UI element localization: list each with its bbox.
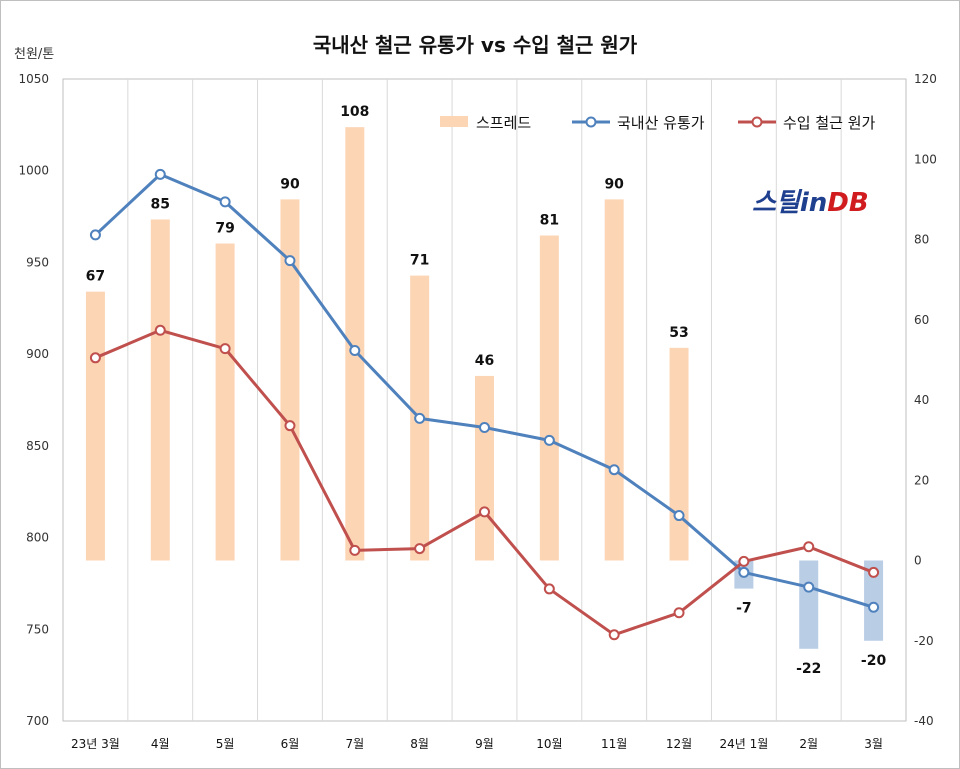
spread-bar [150,219,170,561]
spread-data-label: 81 [540,212,559,228]
domestic-price-point [608,464,620,476]
spread-bar [539,235,559,561]
spread-data-label: 79 [215,221,234,237]
line-layer [89,168,880,641]
legend: 스프레드 국내산 유통가 수입 철근 원가 [440,114,876,132]
spread-bar [345,127,365,561]
import-cost-point [284,420,296,432]
import-cost-point [89,352,101,364]
domestic-price-point [673,510,685,522]
import-cost-point [154,324,166,336]
x-axis-tick-label: 4월 [151,737,170,751]
import-cost-point [803,541,815,553]
import-cost-point [543,583,555,595]
plot-area [62,78,907,722]
import-cost-point [479,506,490,518]
legend-marker-import [751,116,763,128]
right-axis-tick-label: 120 [914,72,937,86]
left-axis-tick-label: 900 [26,347,49,361]
left-axis-tick-label: 1050 [18,72,49,86]
logo-text: 스틸inDB [752,188,869,218]
spread-bar [475,375,494,561]
domestic-price-point [89,229,101,241]
x-axis-tick-label: 10월 [536,737,562,751]
spread-data-label: 46 [475,353,494,369]
x-axis-tick-label: 24년 1월 [719,737,768,751]
domestic-price-point [349,344,361,356]
right-axis-tick-label: 80 [914,233,929,247]
import-cost-point [349,544,361,556]
import-cost-point [868,566,880,578]
x-axis-tick-label: 8월 [410,737,429,751]
spread-data-label: 85 [151,196,170,212]
domestic-price-point [738,566,750,578]
spread-bar [604,199,624,561]
right-axis-tick-label: -40 [914,714,934,728]
x-axis-tick-label: 9월 [475,737,494,751]
axis-layer: 700 750 800 850 900 950 1000 1050 -40 -20 0 20 40 60 8… [18,72,936,751]
import-cost-point [608,629,620,641]
left-axis-tick-label: 800 [26,531,49,545]
import-cost-point [219,343,231,355]
legend-label-domestic: 국내산 유통가 [617,114,705,132]
spread-data-label: -7 [736,601,752,617]
left-axis-unit: 천원/톤 [14,47,54,62]
spread-bar [799,560,819,649]
spread-data-label: -22 [796,661,821,677]
import-cost-point [738,555,750,567]
spread-bar [864,560,884,641]
legend-swatch-spread [440,116,468,127]
x-axis-tick-label: 23년 3월 [71,737,120,751]
label-layer: 67 85 79 90 108 71 46 81 90 53 -7 -22 -20 [86,104,887,677]
right-axis-tick-label: 100 [914,152,937,166]
domestic-price-point [154,168,166,180]
domestic-price-point [803,581,815,593]
x-axis-tick-label: 3월 [864,737,883,751]
legend-label-import: 수입 철근 원가 [783,114,876,132]
legend-marker-domestic [585,116,597,128]
left-axis-tick-label: 700 [26,714,49,728]
domestic-price-point [219,196,231,208]
x-axis-tick-label: 5월 [216,737,235,751]
domestic-price-point [414,412,426,424]
domestic-price-point [868,601,880,613]
spread-bar [85,291,105,561]
x-axis-tick-label: 12월 [666,737,692,751]
chart-title: 국내산 철근 유통가 vs 수입 철근 원가 [313,33,638,57]
steelin-db-logo: 스틸inDB [752,188,869,218]
spread-bar [669,347,689,561]
right-axis-tick-label: 60 [914,313,929,327]
import-cost-point [414,543,426,555]
right-axis-tick-label: -20 [914,634,934,648]
spread-data-label: 71 [410,253,429,269]
spread-data-label: -20 [861,653,887,669]
spread-data-label: 90 [280,176,300,192]
x-axis-tick-label: 11월 [601,737,627,751]
spread-data-label: 108 [340,104,369,120]
grid-layer [127,79,842,721]
right-axis-tick-label: 20 [914,473,929,487]
spread-bar [280,199,300,561]
left-axis-tick-label: 850 [26,439,49,453]
right-axis-tick-label: 0 [914,554,922,568]
left-axis-tick-label: 1000 [18,164,49,178]
legend-label-spread: 스프레드 [476,114,531,132]
domestic-price-point [284,255,296,267]
left-axis-tick-label: 950 [26,255,49,269]
left-axis-tick-label: 750 [26,622,49,636]
spread-data-label: 90 [604,176,624,192]
spread-data-label: 53 [669,325,688,341]
x-axis-tick-label: 7월 [345,737,364,751]
domestic-price-point [479,422,490,434]
domestic-price-point [543,434,555,446]
x-axis-tick-label: 2월 [799,737,818,751]
right-axis-tick-label: 40 [914,393,929,407]
spread-data-label: 67 [86,269,105,285]
import-cost-point [673,607,685,619]
spread-bar [215,243,235,561]
x-axis-tick-label: 6월 [281,737,300,751]
